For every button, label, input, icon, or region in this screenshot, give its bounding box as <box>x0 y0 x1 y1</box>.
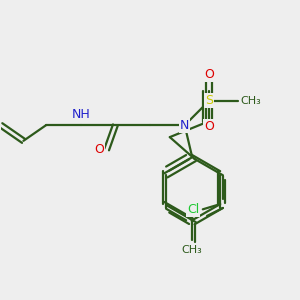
Text: Cl: Cl <box>187 203 199 216</box>
Text: O: O <box>204 121 214 134</box>
Text: O: O <box>204 68 214 82</box>
Text: S: S <box>205 94 213 107</box>
Text: O: O <box>94 143 104 156</box>
Text: CH₃: CH₃ <box>240 96 261 106</box>
Text: N: N <box>180 119 189 132</box>
Text: CH₃: CH₃ <box>181 244 202 255</box>
Text: NH: NH <box>71 108 90 121</box>
